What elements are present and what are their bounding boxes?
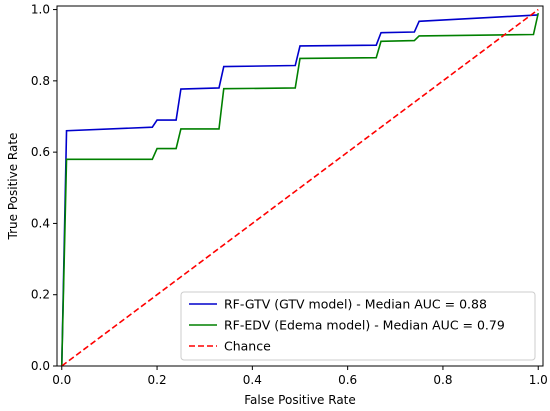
y-tick-label: 0.6 — [31, 145, 50, 159]
series-line-0 — [60, 14, 539, 367]
legend-label-0: RF-GTV (GTV model) - Median AUC = 0.88 — [224, 297, 487, 312]
y-axis: 0.0 0.2 0.4 0.6 0.8 1.0 — [31, 3, 57, 373]
y-tick-label: 1.0 — [31, 3, 50, 17]
x-tick-label: 0.4 — [243, 373, 262, 387]
y-axis-label: True Positive Rate — [6, 133, 20, 241]
series-line-2 — [61, 8, 539, 367]
y-tick-label: 0.2 — [31, 288, 50, 302]
x-tick-label: 0.0 — [52, 373, 71, 387]
y-tick-label: 0.0 — [31, 359, 50, 373]
x-tick-label: 0.2 — [148, 373, 167, 387]
plot-lines — [60, 8, 540, 367]
series-line-1 — [60, 12, 540, 367]
y-tick-label: 0.8 — [31, 74, 50, 88]
x-tick-label: 0.6 — [338, 373, 357, 387]
legend-label-1: RF-EDV (Edema model) - Median AUC = 0.79 — [224, 318, 505, 333]
legend-box — [180, 291, 536, 361]
x-axis-label: False Positive Rate — [244, 393, 356, 407]
legend-label-2: Chance — [224, 339, 271, 354]
x-axis: 0.0 0.2 0.4 0.6 0.8 1.0 — [52, 366, 548, 387]
y-tick-label: 0.4 — [31, 216, 50, 230]
plot-frame — [56, 5, 544, 367]
x-tick-label: 1.0 — [529, 373, 548, 387]
x-tick-label: 0.8 — [433, 373, 452, 387]
legend: RF-GTV (GTV model) - Median AUC = 0.88 RF… — [180, 291, 536, 361]
